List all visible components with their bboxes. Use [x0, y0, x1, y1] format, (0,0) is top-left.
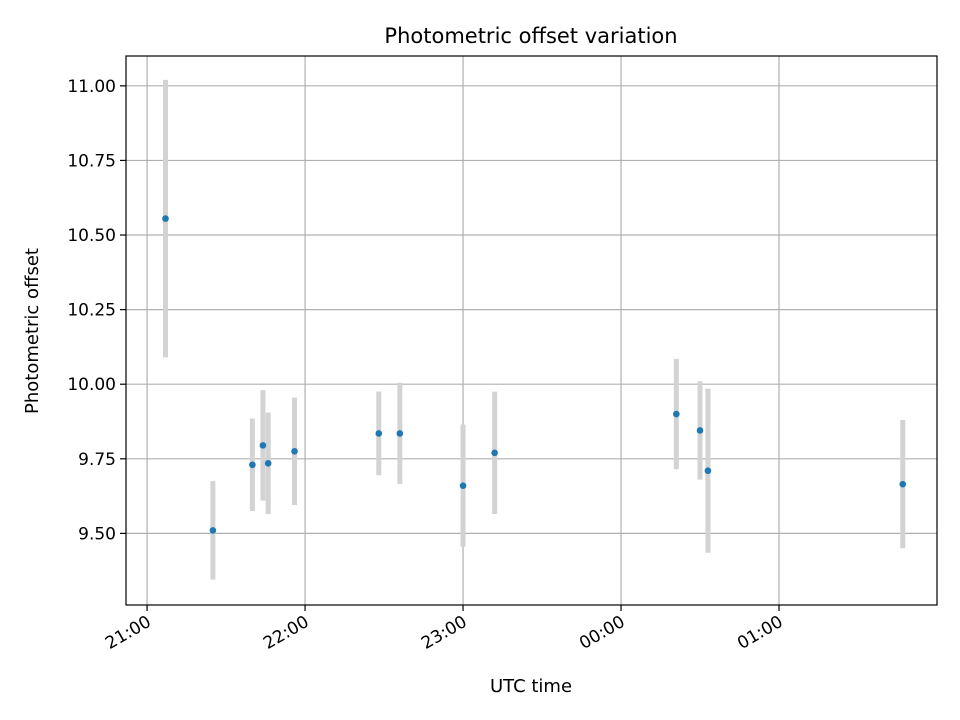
data-point — [696, 427, 704, 434]
y-tick-label: 10.50 — [67, 226, 116, 246]
data-point — [491, 449, 498, 457]
data-point — [375, 430, 383, 437]
data-point — [264, 459, 272, 467]
y-tick-label: 9.50 — [78, 524, 116, 544]
y-axis-label: Photometric offset — [22, 248, 43, 414]
y-tick-label: 11.00 — [67, 77, 116, 97]
data-marks — [162, 79, 907, 580]
data-point — [396, 430, 404, 437]
data-point — [673, 410, 680, 418]
data-point — [209, 527, 217, 534]
y-tick-label: 10.00 — [67, 375, 116, 395]
data-point — [899, 480, 907, 488]
chart-title: Photometric offset variation — [384, 24, 677, 48]
data-point — [259, 442, 267, 449]
y-tick-label: 10.25 — [67, 301, 116, 321]
data-point — [459, 482, 467, 489]
y-tick-label: 9.75 — [78, 450, 116, 470]
data-point — [704, 467, 712, 475]
data-point — [162, 215, 169, 222]
plot-frame — [125, 55, 938, 606]
y-tick-label: 10.75 — [67, 151, 116, 171]
data-point — [249, 461, 256, 469]
x-axis-label: UTC time — [490, 676, 572, 697]
data-point — [291, 448, 298, 455]
